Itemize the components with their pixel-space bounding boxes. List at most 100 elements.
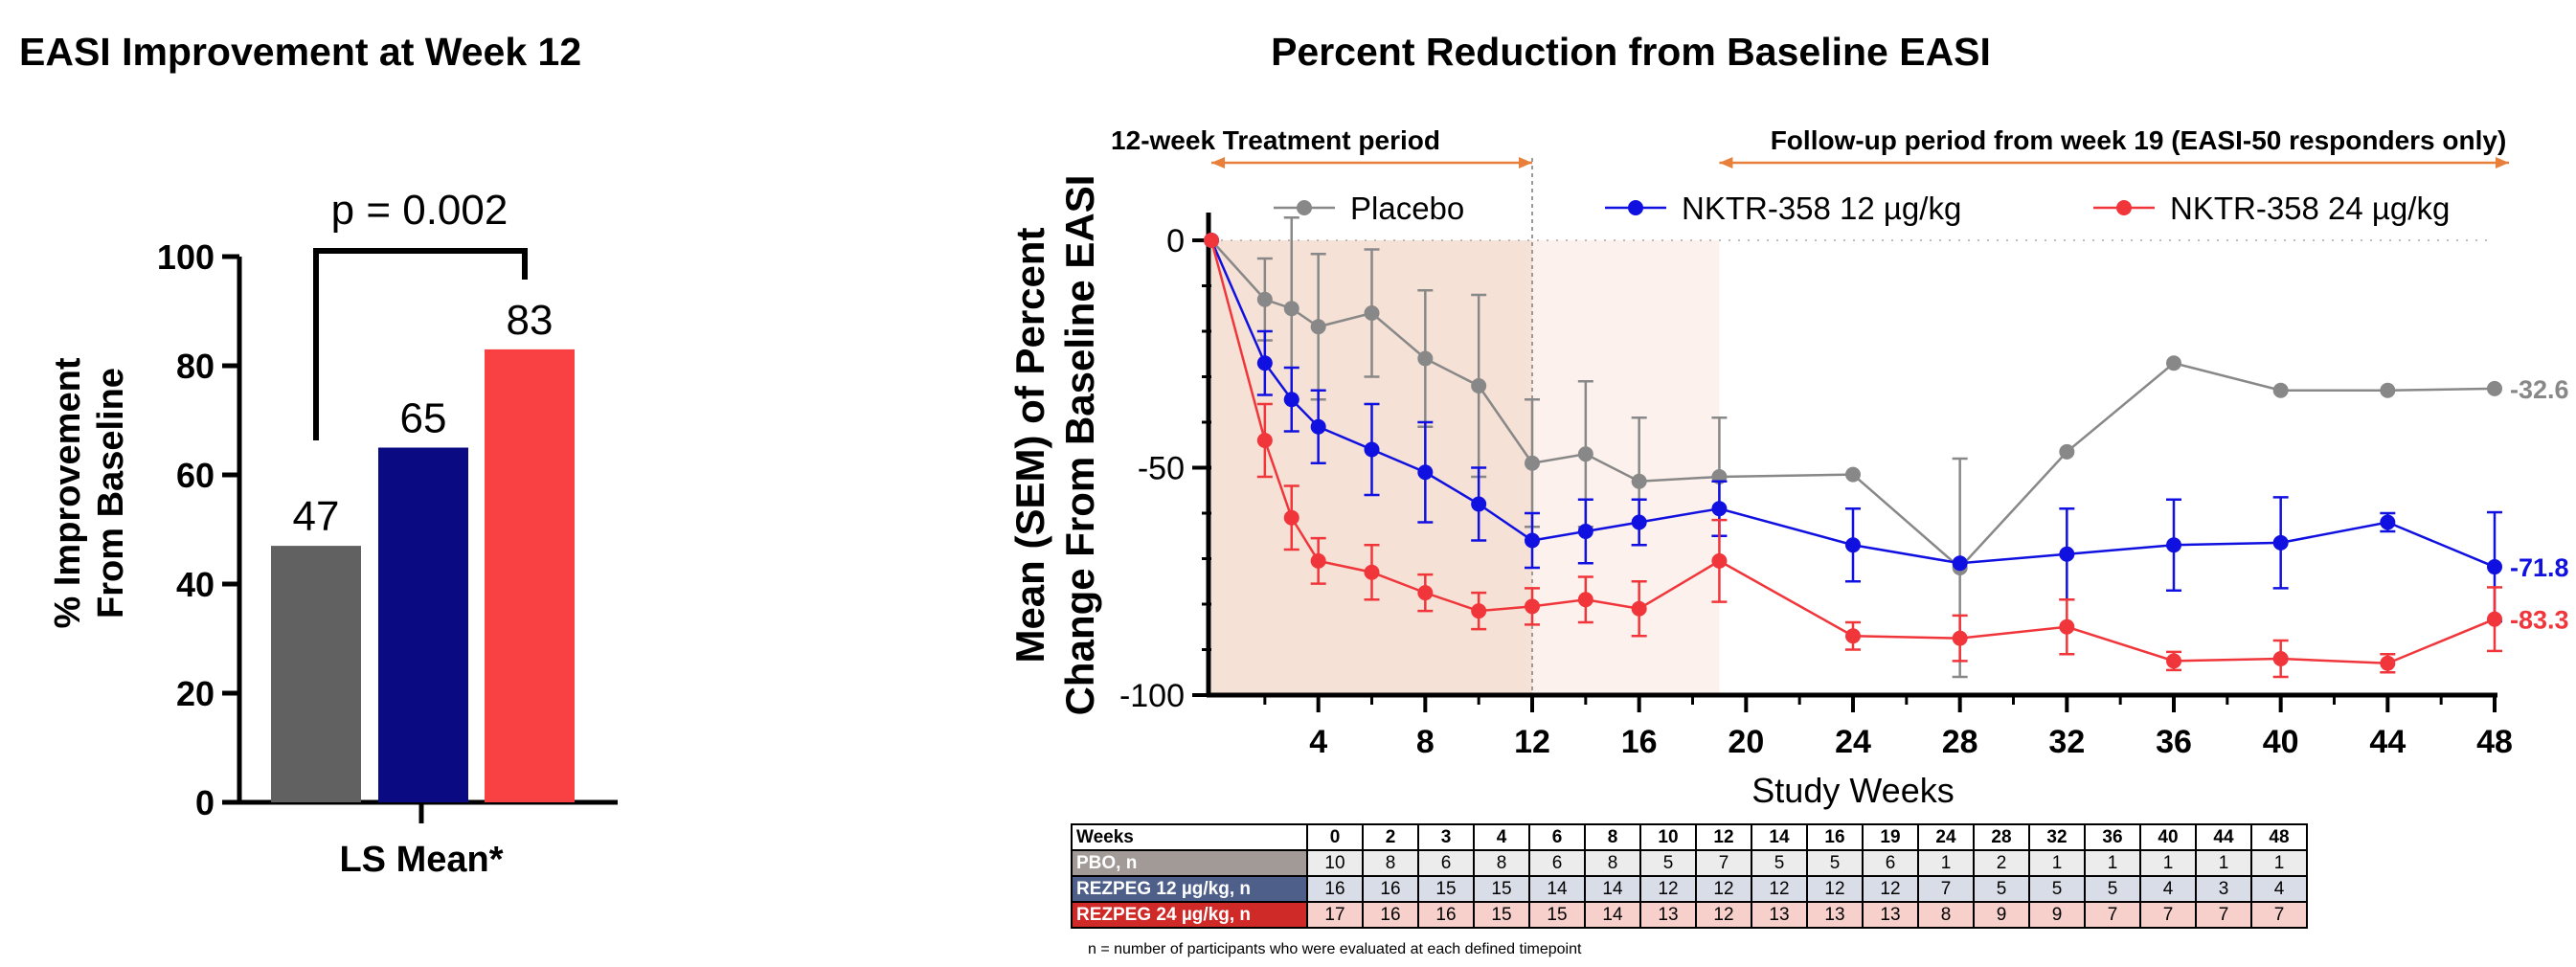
table-cell: 4	[2250, 875, 2308, 903]
data-point	[1952, 630, 1968, 646]
table-week-header: 0	[1306, 823, 1364, 851]
table-week-header: 8	[1584, 823, 1641, 851]
significance-bracket	[313, 248, 528, 440]
interim-period-shading	[1532, 240, 1720, 695]
table-week-header: 36	[2084, 823, 2141, 851]
table-cell: 15	[1473, 875, 1530, 903]
legend-label: Placebo	[1350, 191, 1464, 226]
bars: 47 65 83	[271, 297, 575, 802]
table-cell: 10	[1306, 849, 1364, 877]
table-cell: 8	[1584, 849, 1641, 877]
line-x-tick-label: 8	[1416, 724, 1435, 760]
bar	[378, 447, 468, 802]
table-cell: 13	[1806, 901, 1864, 929]
line-x-tick-label: 32	[2048, 724, 2085, 760]
data-point	[1256, 355, 1273, 371]
bracket-line	[313, 248, 528, 440]
period-arrows	[1211, 157, 2509, 169]
table-cell: 5	[2028, 875, 2086, 903]
table-row-label: REZPEG 12 µg/kg, n	[1071, 875, 1308, 903]
table-cell: 7	[1695, 849, 1752, 877]
data-point	[1310, 418, 1326, 435]
table-cell: 16	[1362, 901, 1419, 929]
table-cell: 12	[1639, 875, 1697, 903]
table-cell: 8	[1917, 901, 1975, 929]
table-cell: 6	[1417, 849, 1475, 877]
p-value-annotation: p = 0.002	[331, 187, 508, 234]
bar-y-tick-label: 100	[157, 237, 215, 277]
table-cell: 7	[1917, 875, 1975, 903]
table-row: REZPEG 24 µg/kg, n 17 16 16 15 15 14 13 12 13 13 13…	[1071, 901, 2308, 929]
bar-value-label: 47	[293, 493, 340, 540]
table-week-header: 28	[1973, 823, 2030, 851]
data-point	[1417, 585, 1434, 601]
bar-y-tick-label: 20	[176, 674, 215, 713]
data-point	[2380, 514, 2396, 530]
data-point	[1952, 555, 1968, 572]
table-cell: 17	[1306, 901, 1364, 929]
line-chart: Percent Reduction from Baseline EASI 12-…	[1007, 30, 2569, 810]
table-cell: 16	[1362, 875, 1419, 903]
table-cell: 7	[2195, 901, 2252, 929]
participants-table: Weeks 0 2 3 4 6 8 10 12 14 16 19 24 28 32 36 40 44 48 PBO,…	[1071, 823, 2308, 929]
data-point	[1631, 473, 1647, 489]
table-header-label: Weeks	[1071, 823, 1308, 851]
line-y-tick-label: 0	[1166, 223, 1185, 259]
series-2: -83.3	[1204, 233, 2569, 679]
table-cell: 1	[2195, 849, 2252, 877]
data-point	[1577, 592, 1593, 608]
table-week-header: 24	[1917, 823, 1975, 851]
series-end-label: -71.8	[2510, 553, 2569, 582]
data-point	[2487, 611, 2502, 627]
table-week-header: 12	[1695, 823, 1752, 851]
legend-marker	[2116, 200, 2132, 215]
series-end-label: -83.3	[2510, 606, 2569, 635]
data-point	[1310, 319, 1326, 335]
table-week-header: 6	[1528, 823, 1586, 851]
data-point	[2487, 380, 2502, 396]
table-cell: 14	[1584, 875, 1641, 903]
legend-label: NKTR-358 24 µg/kg	[2170, 191, 2450, 226]
table-cell: 4	[2139, 875, 2197, 903]
data-point	[2166, 355, 2181, 371]
data-point	[1364, 441, 1380, 458]
table-cell: 5	[1751, 849, 1808, 877]
data-point	[1204, 233, 1219, 248]
data-point	[1845, 628, 1861, 644]
line-x-tick-label: 28	[1942, 724, 1978, 760]
table-week-header: 40	[2139, 823, 2197, 851]
table-cell: 14	[1584, 901, 1641, 929]
table-cell: 1	[2139, 849, 2197, 877]
line-x-tick-label: 20	[1728, 724, 1764, 760]
table-cell: 12	[1695, 901, 1752, 929]
table-week-header: 32	[2028, 823, 2086, 851]
line-y-tick-label: -50	[1138, 451, 1185, 487]
table-cell: 1	[2250, 849, 2308, 877]
table-cell: 1	[1917, 849, 1975, 877]
table-cell: 5	[1973, 875, 2030, 903]
bar-chart: EASI Improvement at Week 12 0 20 40 60 80 100…	[19, 30, 618, 880]
table-week-header: 44	[2195, 823, 2252, 851]
data-point	[1845, 537, 1861, 553]
data-point	[1577, 524, 1593, 539]
bar-y-axis-label-line2: From Baseline	[91, 368, 131, 618]
table-week-header: 16	[1806, 823, 1864, 851]
line-y-tick-label: -100	[1119, 678, 1185, 714]
data-point	[1256, 433, 1273, 448]
table-cell: 13	[1862, 901, 1919, 929]
legend-marker	[1297, 200, 1312, 215]
table-week-header: 2	[1362, 823, 1419, 851]
bar-y-tick-label: 0	[195, 783, 215, 822]
bar-y-tick-label: 60	[176, 456, 215, 495]
table-cell: 7	[2084, 901, 2141, 929]
bar	[271, 546, 361, 802]
table-week-header: 14	[1751, 823, 1808, 851]
followup-period-label: Follow-up period from week 19 (EASI-50 r…	[1771, 125, 2507, 155]
data-point	[1845, 466, 1861, 483]
table-cell: 15	[1473, 901, 1530, 929]
table-week-header: 10	[1639, 823, 1697, 851]
table-cell: 7	[2250, 901, 2308, 929]
series-end-label: -32.6	[2510, 375, 2569, 404]
table-cell: 13	[1751, 901, 1808, 929]
